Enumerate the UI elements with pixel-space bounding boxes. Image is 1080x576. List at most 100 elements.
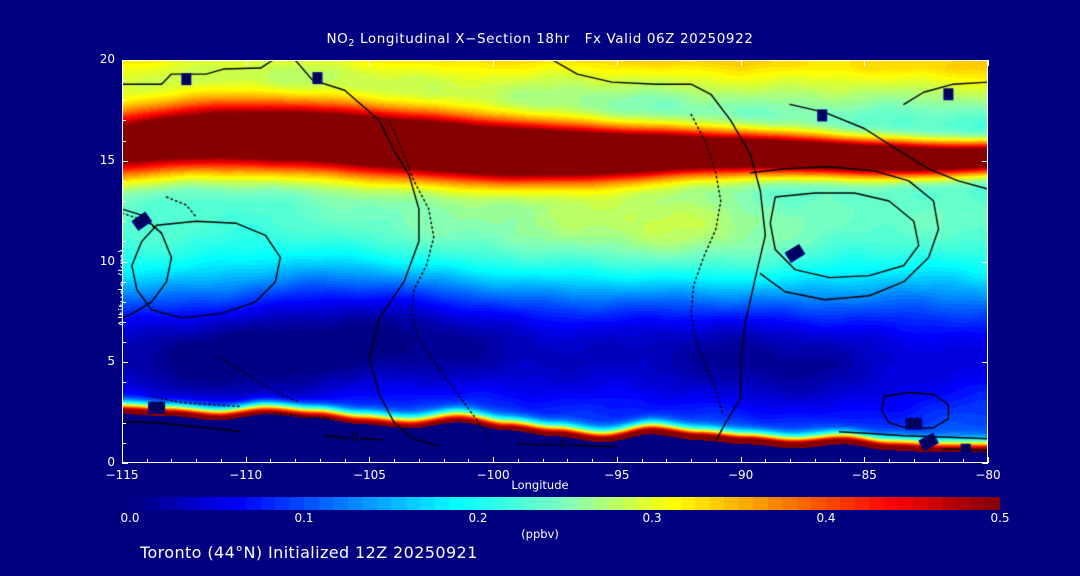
y-minor-tick <box>122 301 126 303</box>
title-subscript: 2 <box>348 38 356 49</box>
x-tick <box>616 60 618 66</box>
x-tick <box>864 457 866 463</box>
title-text: Longitudinal X−Section 18hr Fx Valid 06Z… <box>355 31 754 47</box>
y-tick <box>982 463 988 464</box>
title-species: NO <box>326 31 349 47</box>
x-tick <box>864 60 866 66</box>
y-minor-tick <box>122 402 126 404</box>
x-minor-tick <box>592 459 594 463</box>
y-minor-tick <box>122 180 126 182</box>
y-minor-tick <box>122 241 126 243</box>
x-tick <box>493 60 495 66</box>
x-minor-tick <box>790 459 792 463</box>
x-minor-tick <box>889 459 891 463</box>
x-tick <box>245 60 247 66</box>
x-minor-tick <box>220 459 222 463</box>
y-minor-tick <box>122 100 126 102</box>
no2-cross-section-image <box>122 60 988 463</box>
x-tick <box>122 457 123 463</box>
x-tick <box>616 457 618 463</box>
y-tick <box>982 362 988 364</box>
colorbar-tick-label: 0.3 <box>642 511 662 525</box>
x-tick <box>245 457 247 463</box>
y-minor-tick <box>122 442 126 444</box>
x-minor-tick <box>666 459 668 463</box>
colorbar-tick-label: 0.5 <box>990 511 1010 525</box>
x-minor-tick <box>468 459 470 463</box>
y-minor-tick <box>122 321 126 323</box>
x-tick-label: −85 <box>851 468 877 482</box>
y-tick-label: 20 <box>99 52 115 66</box>
x-tick <box>988 60 989 66</box>
colorbar-tick-label: 0.4 <box>816 511 836 525</box>
x-minor-tick <box>691 459 693 463</box>
x-minor-tick <box>146 459 148 463</box>
plot-frame <box>122 60 988 463</box>
x-minor-tick <box>344 459 346 463</box>
x-axis-title: Longitude <box>511 478 569 492</box>
x-tick <box>740 60 742 66</box>
contour-field <box>122 60 988 463</box>
y-minor-tick <box>122 120 126 122</box>
x-tick <box>122 60 123 66</box>
x-tick-label: −110 <box>229 468 263 482</box>
x-minor-tick <box>394 459 396 463</box>
y-tick-label: 0 <box>107 455 115 469</box>
y-tick <box>122 463 128 464</box>
y-minor-tick <box>122 140 126 142</box>
y-tick <box>122 60 128 61</box>
y-tick <box>122 160 128 162</box>
y-tick-label: 15 <box>99 152 115 167</box>
x-minor-tick <box>196 459 198 463</box>
y-minor-tick <box>122 80 126 82</box>
colorbar-gradient <box>130 497 1000 510</box>
y-tick <box>122 362 128 364</box>
x-minor-tick <box>443 459 445 463</box>
y-minor-tick <box>122 201 126 203</box>
y-tick <box>982 60 988 61</box>
y-minor-tick <box>122 342 126 344</box>
y-minor-tick <box>122 281 126 283</box>
y-tick <box>122 261 128 263</box>
x-tick-label: −90 <box>727 468 754 482</box>
x-minor-tick <box>765 459 767 463</box>
x-minor-tick <box>418 459 420 463</box>
x-tick <box>493 457 495 463</box>
x-minor-tick <box>270 459 272 463</box>
x-minor-tick <box>963 459 965 463</box>
x-minor-tick <box>641 459 643 463</box>
x-minor-tick <box>171 459 173 463</box>
x-minor-tick <box>814 459 816 463</box>
x-tick-label: −95 <box>604 468 630 482</box>
page-title: NO2 Longitudinal X−Section 18hr Fx Valid… <box>0 31 1080 49</box>
colorbar-tick-label: 0.0 <box>120 511 140 525</box>
y-tick-label: 10 <box>99 253 115 268</box>
x-minor-tick <box>542 459 544 463</box>
x-tick-label: −100 <box>476 468 510 482</box>
colorbar-tick-label: 0.1 <box>294 511 314 525</box>
colorbar-units: (ppbv) <box>521 527 559 541</box>
x-tick <box>369 457 371 463</box>
y-tick <box>982 261 988 263</box>
footer-caption: Toronto (44°N) Initialized 12Z 20250921 <box>140 543 478 562</box>
x-tick-label: −105 <box>352 468 386 482</box>
y-tick <box>982 160 988 162</box>
colorbar: 0.0 0.1 0.2 0.3 0.4 0.5 <box>120 497 1010 525</box>
x-minor-tick <box>839 459 841 463</box>
y-minor-tick <box>122 221 126 223</box>
x-minor-tick <box>938 459 940 463</box>
x-minor-tick <box>715 459 717 463</box>
x-minor-tick <box>913 459 915 463</box>
x-tick <box>369 60 371 66</box>
x-minor-tick <box>319 459 321 463</box>
x-minor-tick <box>567 459 569 463</box>
plot-area: 0 5 10 15 20 −115 −110 −105 −100 −95 −90 −85 −80 <box>100 53 1001 481</box>
y-minor-tick <box>122 422 126 424</box>
y-tick-label: 5 <box>107 354 115 369</box>
x-minor-tick <box>295 459 297 463</box>
colorbar-tick-label: 0.2 <box>468 511 488 525</box>
x-minor-tick <box>517 459 519 463</box>
x-tick <box>988 457 989 463</box>
x-tick-label: −80 <box>975 468 1001 482</box>
